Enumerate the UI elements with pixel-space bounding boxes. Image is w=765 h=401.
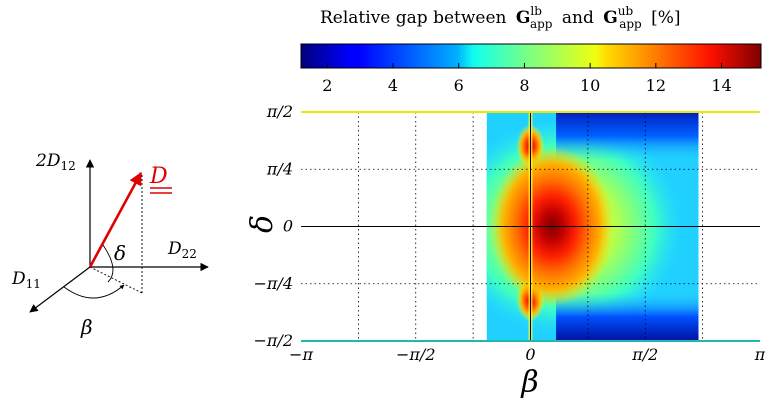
axis-left-label: D11	[11, 269, 41, 291]
chart-title: Relative gap between Glb app and Gub app […	[320, 4, 681, 33]
x-tick-label: π/2	[631, 345, 658, 364]
colorbar-tick-label: 12	[646, 76, 666, 95]
x-axis-label: β	[520, 365, 538, 400]
x-tick-label: −π/2	[396, 345, 436, 364]
heatmap: −π −π/2 0 π/2 π π/2π/40−π/4−π/2 β δ	[245, 102, 765, 400]
angle-delta-label: δ	[114, 241, 126, 265]
heatmap-low-top	[556, 112, 699, 160]
colorbar-tick-label: 2	[322, 76, 332, 95]
x-tick-label: π	[754, 345, 765, 364]
colorbar-tick-label: 6	[454, 76, 464, 95]
vector-d-label: D	[149, 164, 168, 189]
vector-d-arrow	[88, 171, 143, 268]
projection-dotted	[89, 266, 143, 294]
y-ticks: π/2 π/4 0 −π/4 −π/2	[254, 102, 294, 350]
y-tick-label: −π/2	[254, 331, 294, 350]
colorbar: 2 4 6 8 10 12 14	[300, 43, 762, 95]
angle-beta-label: β	[80, 315, 93, 339]
axis-right-label: D22	[167, 239, 197, 261]
angle-beta-arc	[63, 284, 125, 299]
y-tick-label: π/2	[266, 102, 293, 121]
heatmap-low-bottom	[556, 293, 699, 341]
y-axis-label: δ	[245, 215, 280, 233]
y-tick-label: π/4	[266, 159, 293, 178]
colorbar-tick-label: 4	[388, 76, 398, 95]
colorbar-tick-label: 10	[580, 76, 600, 95]
colorbar-ticks: 2 4 6 8 10 12 14	[322, 63, 732, 95]
y-tick-label: −π/4	[254, 274, 294, 293]
vector-diagram: D 2D12 D22 D11 δ β	[11, 151, 209, 339]
angle-delta-arc	[102, 244, 114, 283]
axis-up-label: 2D12	[35, 151, 76, 173]
y-tick-label: 0	[283, 217, 293, 236]
axis-left	[29, 266, 91, 313]
colorbar-tick-label: 8	[519, 76, 529, 95]
x-tick-label: 0	[525, 345, 535, 364]
colorbar-tick-label: 14	[711, 76, 731, 95]
x-ticks: −π −π/2 0 π/2 π	[289, 345, 765, 364]
x-tick-label: −π	[289, 345, 313, 364]
colorbar-gradient	[300, 43, 762, 69]
